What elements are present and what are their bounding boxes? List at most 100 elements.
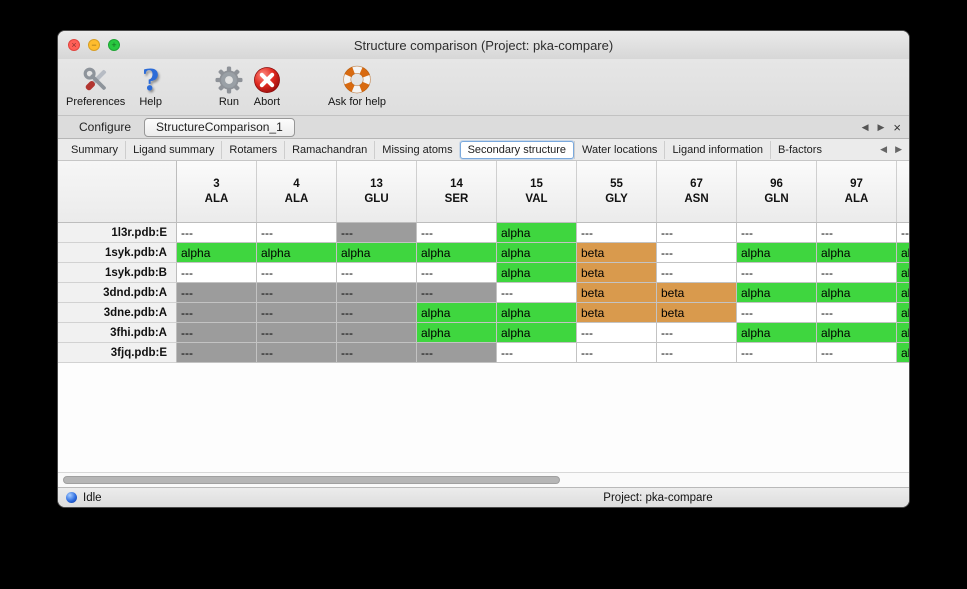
subtab-b-factors[interactable]: B-factors bbox=[769, 140, 829, 159]
secondary-structure-cell[interactable]: --- bbox=[257, 303, 337, 323]
horizontal-scrollbar[interactable] bbox=[58, 472, 909, 487]
column-header-14[interactable]: 14 SER bbox=[417, 161, 497, 222]
secondary-structure-cell[interactable]: beta bbox=[577, 263, 657, 283]
secondary-structure-cell[interactable]: alpha bbox=[337, 243, 417, 263]
column-header-15[interactable]: 15 VAL bbox=[497, 161, 577, 222]
column-header-55[interactable]: 55 GLY bbox=[577, 161, 657, 222]
secondary-structure-cell[interactable]: alpha bbox=[497, 243, 577, 263]
row-label[interactable]: 3fjq.pdb:E bbox=[58, 343, 177, 363]
toolbar-button-ask-for-help[interactable]: Ask for help bbox=[328, 62, 386, 108]
close-button[interactable]: × bbox=[68, 39, 80, 51]
next-tab-arrow-icon[interactable]: ▶ bbox=[877, 121, 885, 132]
secondary-structure-cell[interactable]: --- bbox=[177, 343, 257, 363]
column-header-67[interactable]: 67 ASN bbox=[657, 161, 737, 222]
horizontal-scrollbar-thumb[interactable] bbox=[63, 476, 560, 484]
column-header-96[interactable]: 96 GLN bbox=[737, 161, 817, 222]
row-label[interactable]: 3dne.pdb:A bbox=[58, 303, 177, 323]
secondary-structure-cell[interactable]: beta bbox=[657, 303, 737, 323]
secondary-structure-cell[interactable]: alpha bbox=[497, 223, 577, 243]
subtab-water-locations[interactable]: Water locations bbox=[574, 140, 664, 159]
secondary-structure-cell[interactable]: --- bbox=[817, 223, 897, 243]
secondary-structure-cell[interactable]: alpha bbox=[737, 283, 817, 303]
secondary-structure-cell[interactable]: beta bbox=[657, 283, 737, 303]
secondary-structure-cell[interactable]: --- bbox=[417, 343, 497, 363]
secondary-structure-cell[interactable]: --- bbox=[337, 343, 417, 363]
secondary-structure-cell[interactable]: beta bbox=[577, 243, 657, 263]
toolbar-button-run[interactable]: Run bbox=[214, 62, 244, 108]
secondary-structure-cell[interactable]: --- bbox=[177, 223, 257, 243]
row-label[interactable]: 3dnd.pdb:A bbox=[58, 283, 177, 303]
secondary-structure-cell[interactable]: --- bbox=[657, 343, 737, 363]
secondary-structure-cell[interactable]: --- bbox=[577, 323, 657, 343]
secondary-structure-cell[interactable]: --- bbox=[337, 263, 417, 283]
secondary-structure-cell[interactable]: alpha bbox=[817, 243, 897, 263]
secondary-structure-cell[interactable]: alpha bbox=[897, 323, 909, 343]
secondary-structure-cell[interactable]: alpha bbox=[817, 323, 897, 343]
secondary-structure-cell[interactable]: alpha bbox=[737, 243, 817, 263]
secondary-structure-cell[interactable]: --- bbox=[497, 283, 577, 303]
secondary-structure-cell[interactable]: --- bbox=[177, 283, 257, 303]
column-header-97[interactable]: 97 ALA bbox=[817, 161, 897, 222]
secondary-structure-cell[interactable]: --- bbox=[737, 263, 817, 283]
secondary-structure-cell[interactable]: alpha bbox=[417, 323, 497, 343]
toolbar-button-preferences[interactable]: Preferences bbox=[66, 62, 125, 108]
secondary-structure-cell[interactable]: alpha bbox=[897, 343, 909, 363]
secondary-structure-cell[interactable]: --- bbox=[657, 263, 737, 283]
minimize-button[interactable]: − bbox=[88, 39, 100, 51]
secondary-structure-cell[interactable]: --- bbox=[337, 223, 417, 243]
secondary-structure-cell[interactable]: --- bbox=[177, 263, 257, 283]
secondary-structure-cell[interactable]: --- bbox=[177, 303, 257, 323]
secondary-structure-cell[interactable]: beta bbox=[577, 283, 657, 303]
toolbar-button-abort[interactable]: Abort bbox=[252, 62, 282, 108]
next-subtab-arrow-icon[interactable]: ▶ bbox=[895, 144, 902, 154]
tab-configure[interactable]: Configure bbox=[79, 119, 132, 134]
secondary-structure-cell[interactable]: alpha bbox=[177, 243, 257, 263]
row-label[interactable]: 3fhi.pdb:A bbox=[58, 323, 177, 343]
subtab-ligand-summary[interactable]: Ligand summary bbox=[125, 140, 221, 159]
row-label[interactable]: 1syk.pdb:B bbox=[58, 263, 177, 283]
secondary-structure-cell[interactable]: alpha bbox=[897, 243, 909, 263]
secondary-structure-cell[interactable]: --- bbox=[657, 323, 737, 343]
secondary-structure-cell[interactable]: --- bbox=[417, 223, 497, 243]
toolbar-button-help[interactable]: ? Help bbox=[139, 62, 162, 108]
column-header-4[interactable]: 4 ALA bbox=[257, 161, 337, 222]
secondary-structure-cell[interactable]: --- bbox=[257, 263, 337, 283]
secondary-structure-cell[interactable]: --- bbox=[817, 343, 897, 363]
subtab-ramachandran[interactable]: Ramachandran bbox=[284, 140, 374, 159]
secondary-structure-cell[interactable]: alpha bbox=[257, 243, 337, 263]
secondary-structure-cell[interactable]: --- bbox=[497, 343, 577, 363]
subtab-rotamers[interactable]: Rotamers bbox=[221, 140, 284, 159]
prev-subtab-arrow-icon[interactable]: ◀ bbox=[880, 144, 888, 154]
secondary-structure-cell[interactable]: --- bbox=[257, 343, 337, 363]
tab-structurecomparison-1[interactable]: StructureComparison_1 bbox=[144, 117, 295, 137]
subtab-ligand-information[interactable]: Ligand information bbox=[664, 140, 770, 159]
secondary-structure-cell[interactable]: --- bbox=[737, 343, 817, 363]
secondary-structure-cell[interactable]: --- bbox=[657, 223, 737, 243]
zoom-button[interactable]: + bbox=[108, 39, 120, 51]
secondary-structure-cell[interactable]: --- bbox=[897, 223, 909, 243]
secondary-structure-cell[interactable]: alpha bbox=[497, 303, 577, 323]
secondary-structure-cell[interactable]: --- bbox=[737, 303, 817, 323]
subtab-secondary-structure[interactable]: Secondary structure bbox=[459, 140, 575, 159]
close-tab-icon[interactable]: × bbox=[893, 119, 901, 135]
secondary-structure-cell[interactable]: --- bbox=[417, 283, 497, 303]
secondary-structure-cell[interactable]: alpha bbox=[817, 283, 897, 303]
secondary-structure-cell[interactable]: --- bbox=[417, 263, 497, 283]
subtab-summary[interactable]: Summary bbox=[71, 143, 119, 156]
secondary-structure-cell[interactable]: --- bbox=[337, 323, 417, 343]
secondary-structure-cell[interactable]: alpha bbox=[497, 263, 577, 283]
row-label[interactable]: 1l3r.pdb:E bbox=[58, 223, 177, 243]
secondary-structure-cell[interactable]: alpha bbox=[737, 323, 817, 343]
secondary-structure-cell[interactable]: alpha bbox=[497, 323, 577, 343]
subtab-missing-atoms[interactable]: Missing atoms bbox=[374, 140, 459, 159]
secondary-structure-cell[interactable]: alpha bbox=[897, 303, 909, 323]
secondary-structure-cell[interactable]: --- bbox=[257, 323, 337, 343]
column-header-13[interactable]: 13 GLU bbox=[337, 161, 417, 222]
secondary-structure-cell[interactable]: --- bbox=[577, 223, 657, 243]
secondary-structure-cell[interactable]: --- bbox=[817, 263, 897, 283]
secondary-structure-cell[interactable]: alpha bbox=[897, 263, 909, 283]
secondary-structure-cell[interactable]: --- bbox=[337, 303, 417, 323]
secondary-structure-cell[interactable]: --- bbox=[257, 223, 337, 243]
secondary-structure-cell[interactable]: --- bbox=[817, 303, 897, 323]
column-header-clipped[interactable] bbox=[897, 161, 909, 222]
